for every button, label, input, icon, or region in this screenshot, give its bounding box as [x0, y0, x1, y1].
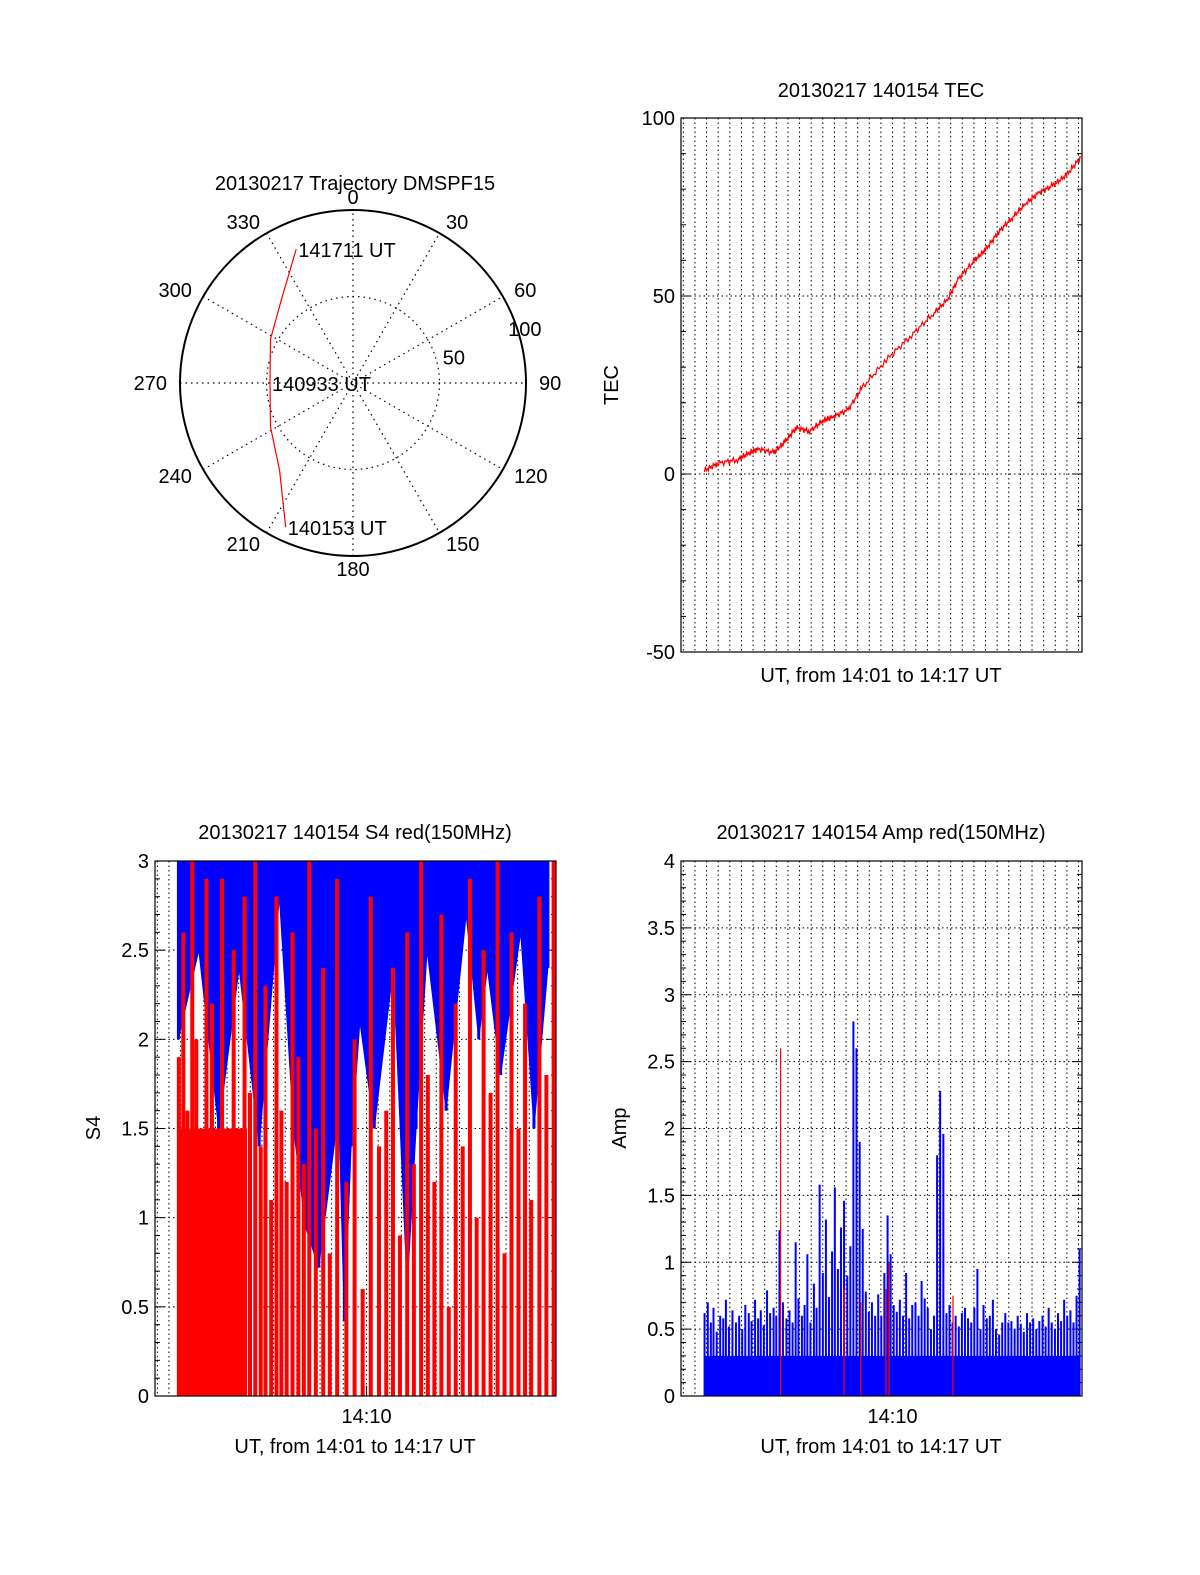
trajectory-time-label: 140153 UT: [288, 518, 387, 540]
y-tick-label: 2.5: [647, 1052, 675, 1074]
y-tick-label: 100: [642, 108, 675, 130]
trajectory-title: 20130217 Trajectory DMSPF15: [215, 173, 495, 195]
polar-angle-label: 210: [227, 534, 260, 556]
y-tick-label: 1.5: [647, 1185, 675, 1207]
y-tick-label: 3: [664, 985, 675, 1007]
tec-x-axis-label: UT, from 14:01 to 14:17 UT: [760, 665, 1001, 687]
y-tick-label: 0.5: [647, 1319, 675, 1341]
plot-frame: [154, 860, 557, 1397]
y-tick-label: 0: [138, 1386, 149, 1408]
tec-line: [703, 155, 1082, 473]
s4-plot: 20130217 140154 S4 red(150MHz) UT, from …: [83, 822, 557, 1458]
polar-trajectory: 141711 UT 140933 UT 140153 UT: [269, 240, 396, 540]
y-tick-label: 0: [664, 1386, 675, 1408]
polar-grid: 0 30 60 90 120 150 180 210 240 270 300 330 50 100: [134, 187, 562, 581]
x-tick-label: 14:10: [342, 1406, 392, 1428]
trajectory-time-label: 141711 UT: [298, 240, 395, 262]
trajectory-line: [269, 249, 297, 528]
polar-angle-label: 60: [514, 280, 536, 302]
x-tick-label: 14:10: [868, 1406, 918, 1428]
plot-frame: [680, 860, 1083, 1397]
s4-x-axis-label: UT, from 14:01 to 14:17 UT: [234, 1436, 475, 1458]
polar-angle-label: 300: [159, 280, 192, 302]
amp-y-axis-label: Amp: [609, 1107, 631, 1148]
y-tick-label: 1.5: [121, 1119, 149, 1141]
s4-y-axis-label: S4: [83, 1116, 105, 1140]
tec-axes: -50 0 50 100: [642, 108, 1082, 664]
polar-angle-label: 180: [336, 559, 369, 581]
s4-series: [176, 860, 556, 1396]
y-tick-label: 4: [664, 851, 675, 873]
tec-y-axis-label: TEC: [601, 365, 623, 405]
y-tick-label: -50: [646, 642, 675, 664]
y-tick-label: 50: [653, 286, 675, 308]
polar-angle-label: 0: [347, 187, 358, 209]
polar-radius-label: 50: [443, 347, 465, 369]
y-tick-label: 2: [138, 1029, 149, 1051]
trajectory-time-label: 140933 UT: [272, 374, 371, 396]
amp-plot: 20130217 140154 Amp red(150MHz) UT, from…: [609, 822, 1083, 1458]
y-tick-label: 3.5: [647, 918, 675, 940]
tec-series: [703, 155, 1082, 473]
tec-plot: 20130217 140154 TEC UT, from 14:01 to 14…: [601, 80, 1083, 687]
tec-title: 20130217 140154 TEC: [778, 80, 984, 102]
polar-angle-label: 150: [446, 534, 479, 556]
y-tick-label: 1: [138, 1208, 149, 1230]
polar-radius-label: 100: [508, 319, 541, 341]
s4-title: 20130217 140154 S4 red(150MHz): [198, 822, 512, 844]
plot-frame: [680, 117, 1083, 653]
y-tick-label: 0.5: [121, 1297, 149, 1319]
y-tick-label: 0: [664, 464, 675, 486]
trajectory-polar-plot: 20130217 Trajectory DMSPF15 0 30 60 90 120 15…: [134, 173, 562, 581]
s4-red-block: [178, 1128, 248, 1396]
polar-angle-label: 330: [227, 212, 260, 234]
y-tick-label: 3: [138, 851, 149, 873]
polar-angle-label: 30: [446, 212, 468, 234]
polar-angle-label: 120: [514, 466, 547, 488]
amp-series: [703, 1021, 1081, 1396]
polar-angle-label: 90: [539, 373, 561, 395]
y-tick-label: 1: [664, 1252, 675, 1274]
amp-x-axis-label: UT, from 14:01 to 14:17 UT: [760, 1436, 1001, 1458]
y-tick-label: 2.5: [121, 940, 149, 962]
polar-angle-label: 240: [159, 466, 192, 488]
amp-title: 20130217 140154 Amp red(150MHz): [716, 822, 1045, 844]
y-tick-label: 2: [664, 1119, 675, 1141]
polar-angle-label: 270: [134, 373, 167, 395]
